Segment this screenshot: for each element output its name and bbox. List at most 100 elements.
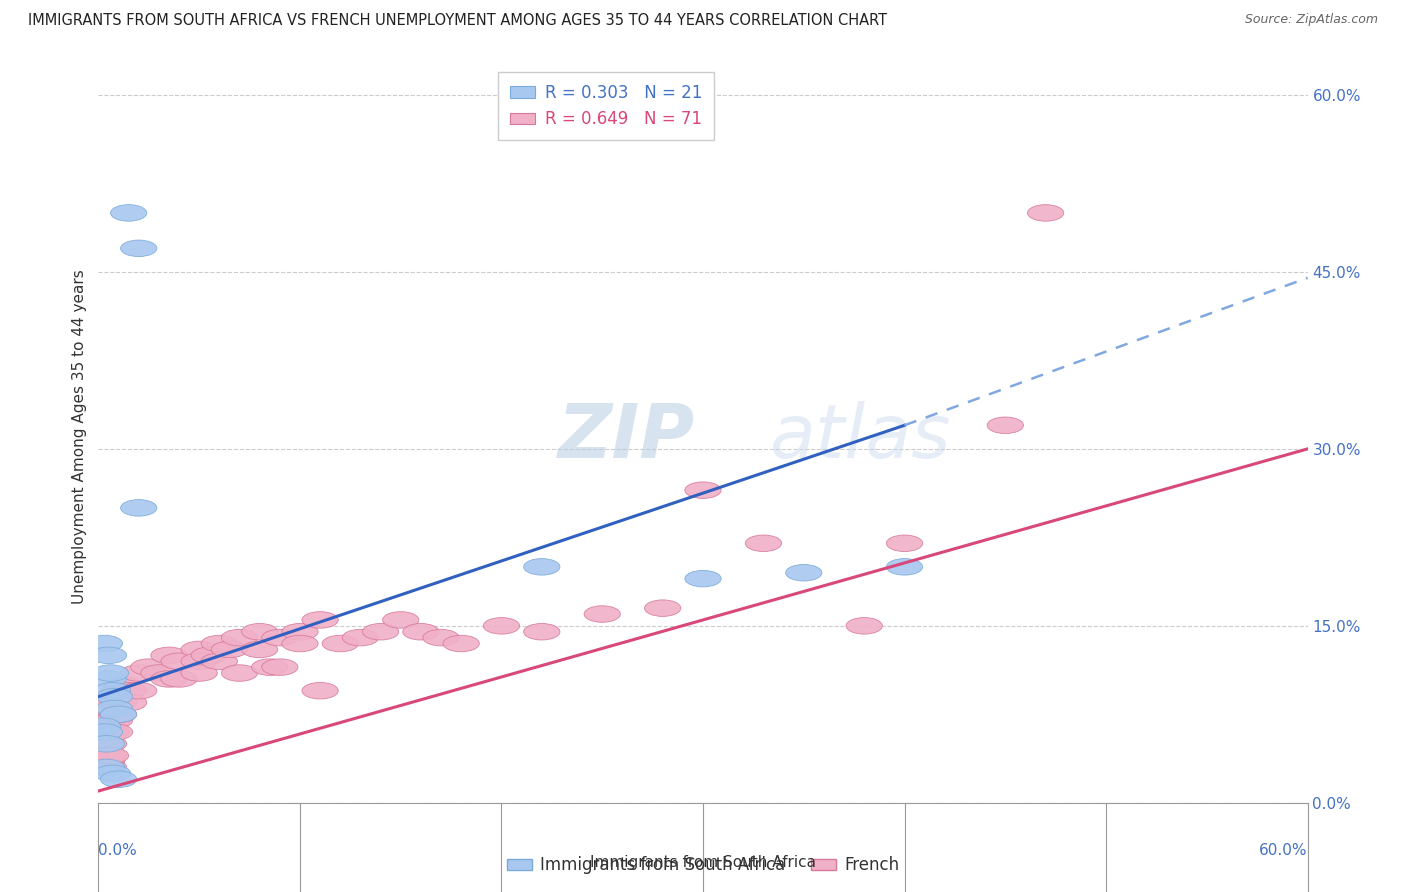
Ellipse shape — [201, 653, 238, 670]
Ellipse shape — [97, 700, 132, 716]
Ellipse shape — [94, 682, 131, 699]
Ellipse shape — [89, 718, 125, 734]
Ellipse shape — [281, 624, 318, 640]
Ellipse shape — [160, 671, 197, 687]
Ellipse shape — [94, 712, 131, 729]
Ellipse shape — [97, 723, 132, 740]
Ellipse shape — [84, 741, 121, 758]
Ellipse shape — [90, 647, 127, 664]
Ellipse shape — [86, 759, 122, 776]
Ellipse shape — [221, 665, 257, 681]
Ellipse shape — [121, 682, 157, 699]
Ellipse shape — [342, 630, 378, 646]
Legend: R = 0.303   N = 21, R = 0.649   N = 71: R = 0.303 N = 21, R = 0.649 N = 71 — [498, 72, 714, 140]
Ellipse shape — [322, 635, 359, 652]
Ellipse shape — [97, 712, 132, 729]
Ellipse shape — [100, 682, 136, 699]
Ellipse shape — [423, 630, 460, 646]
Ellipse shape — [89, 736, 125, 752]
Text: 60.0%: 60.0% — [1260, 843, 1308, 858]
Ellipse shape — [104, 676, 141, 693]
Ellipse shape — [786, 565, 823, 581]
Text: Source: ZipAtlas.com: Source: ZipAtlas.com — [1244, 13, 1378, 27]
Ellipse shape — [84, 718, 121, 734]
Ellipse shape — [302, 682, 339, 699]
Ellipse shape — [402, 624, 439, 640]
Ellipse shape — [221, 630, 257, 646]
Ellipse shape — [262, 630, 298, 646]
Ellipse shape — [89, 759, 125, 776]
Ellipse shape — [100, 771, 136, 788]
Ellipse shape — [150, 647, 187, 664]
Ellipse shape — [191, 647, 228, 664]
Ellipse shape — [100, 706, 136, 723]
Ellipse shape — [363, 624, 399, 640]
Ellipse shape — [987, 417, 1024, 434]
Ellipse shape — [94, 700, 131, 716]
Ellipse shape — [86, 747, 122, 764]
Ellipse shape — [94, 765, 131, 781]
Ellipse shape — [84, 753, 121, 770]
Ellipse shape — [89, 753, 125, 770]
Ellipse shape — [281, 635, 318, 652]
Ellipse shape — [302, 612, 339, 628]
Ellipse shape — [685, 482, 721, 499]
Ellipse shape — [160, 653, 197, 670]
Text: ZIP: ZIP — [558, 401, 695, 474]
Text: 0.0%: 0.0% — [98, 843, 138, 858]
Ellipse shape — [121, 240, 157, 257]
Ellipse shape — [90, 747, 127, 764]
Ellipse shape — [262, 659, 298, 675]
Ellipse shape — [90, 671, 127, 687]
Ellipse shape — [86, 730, 122, 747]
Ellipse shape — [886, 558, 922, 575]
Ellipse shape — [93, 747, 129, 764]
Y-axis label: Unemployment Among Ages 35 to 44 years: Unemployment Among Ages 35 to 44 years — [72, 269, 87, 605]
Ellipse shape — [97, 694, 132, 711]
Ellipse shape — [100, 694, 136, 711]
Ellipse shape — [111, 204, 146, 221]
Ellipse shape — [181, 641, 218, 657]
Legend: Immigrants from South Africa, French: Immigrants from South Africa, French — [501, 849, 905, 881]
Ellipse shape — [382, 612, 419, 628]
Ellipse shape — [121, 500, 157, 516]
Ellipse shape — [93, 723, 129, 740]
Ellipse shape — [97, 689, 132, 705]
Ellipse shape — [745, 535, 782, 551]
Ellipse shape — [111, 682, 146, 699]
Ellipse shape — [583, 606, 620, 623]
Ellipse shape — [242, 641, 278, 657]
Ellipse shape — [131, 659, 167, 675]
Ellipse shape — [685, 570, 721, 587]
Ellipse shape — [90, 759, 127, 776]
Ellipse shape — [100, 706, 136, 723]
Ellipse shape — [484, 617, 520, 634]
Ellipse shape — [644, 600, 681, 616]
Ellipse shape — [181, 653, 218, 670]
Text: IMMIGRANTS FROM SOUTH AFRICA VS FRENCH UNEMPLOYMENT AMONG AGES 35 TO 44 YEARS CO: IMMIGRANTS FROM SOUTH AFRICA VS FRENCH U… — [28, 13, 887, 29]
Ellipse shape — [90, 712, 127, 729]
Ellipse shape — [242, 624, 278, 640]
Ellipse shape — [523, 624, 560, 640]
Text: atlas: atlas — [769, 401, 950, 473]
Ellipse shape — [90, 736, 127, 752]
Ellipse shape — [93, 706, 129, 723]
Ellipse shape — [211, 641, 247, 657]
Ellipse shape — [93, 665, 129, 681]
Ellipse shape — [86, 635, 122, 652]
Ellipse shape — [846, 617, 883, 634]
Ellipse shape — [141, 665, 177, 681]
Ellipse shape — [523, 558, 560, 575]
Ellipse shape — [90, 723, 127, 740]
Ellipse shape — [443, 635, 479, 652]
Ellipse shape — [121, 665, 157, 681]
Ellipse shape — [181, 665, 218, 681]
Ellipse shape — [252, 659, 288, 675]
Text: Immigrants from South Africa: Immigrants from South Africa — [591, 855, 815, 870]
Ellipse shape — [201, 635, 238, 652]
Ellipse shape — [150, 671, 187, 687]
Ellipse shape — [86, 723, 122, 740]
Ellipse shape — [1028, 204, 1064, 221]
Ellipse shape — [886, 535, 922, 551]
Ellipse shape — [89, 736, 125, 752]
